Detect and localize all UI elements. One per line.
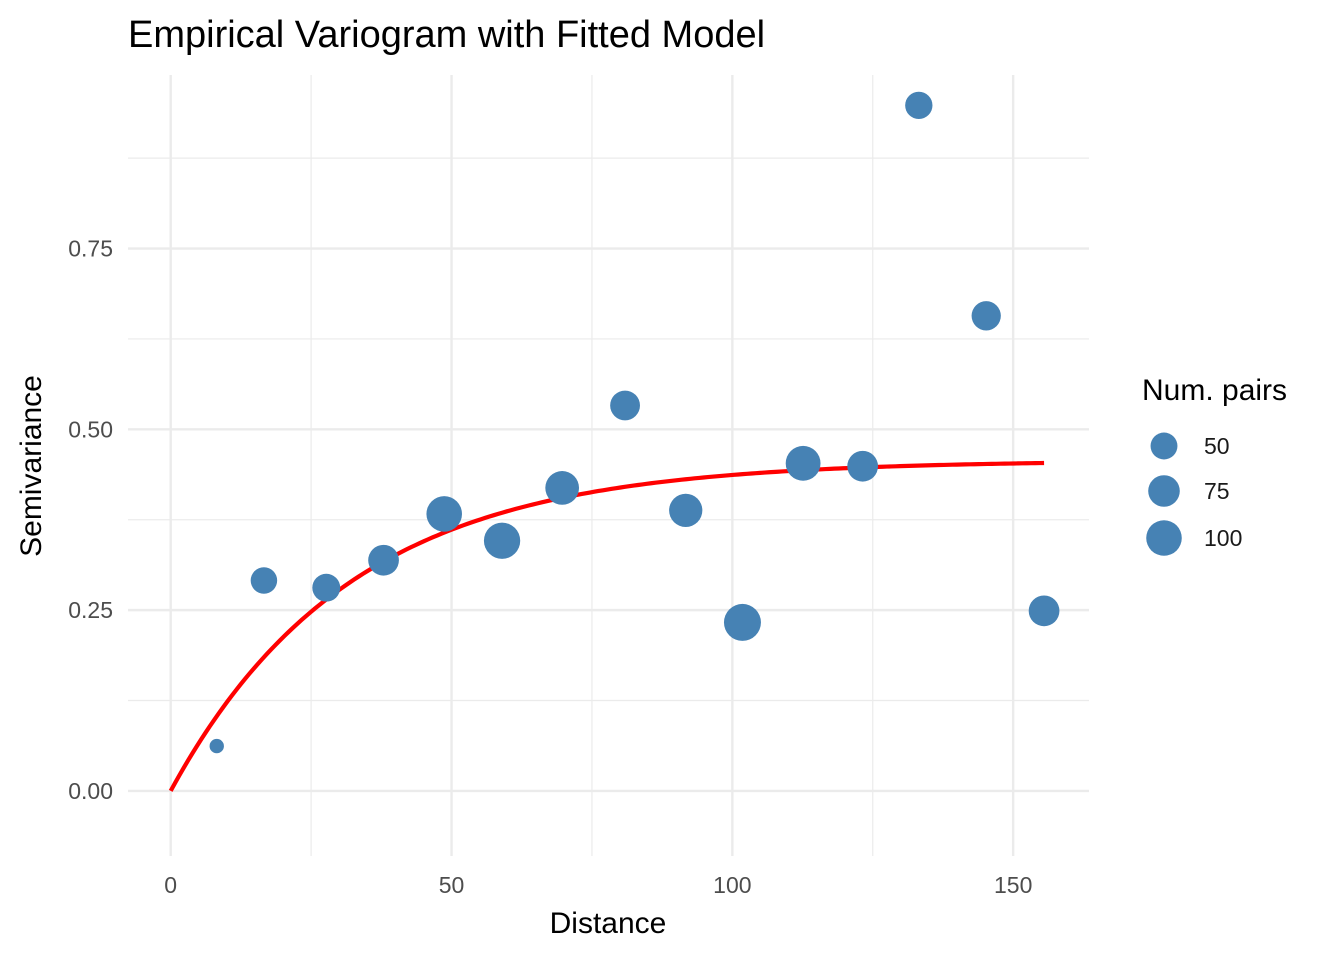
x-axis-title: Distance — [550, 907, 667, 940]
data-point — [610, 390, 640, 421]
data-point — [847, 450, 879, 482]
data-point — [1028, 595, 1060, 627]
legend-key-circle — [1148, 475, 1180, 507]
data-point — [312, 573, 341, 602]
data-points-layer — [209, 91, 1060, 754]
y-tick-label: 0.25 — [68, 597, 113, 623]
data-point — [971, 301, 1001, 331]
data-point — [723, 603, 761, 641]
data-point — [785, 445, 821, 481]
legend-key-circle — [1150, 432, 1178, 460]
y-tick-label: 0.50 — [68, 416, 113, 442]
legend-key-label: 75 — [1204, 478, 1230, 504]
chart-title: Empirical Variogram with Fitted Model — [128, 14, 765, 56]
legend-key-label: 100 — [1204, 525, 1242, 551]
data-point — [669, 493, 703, 527]
data-point — [368, 544, 399, 576]
legend-key-label: 50 — [1204, 433, 1230, 459]
size-legend: Num. pairs 50 75 100 — [1142, 374, 1287, 556]
data-point — [209, 738, 224, 754]
x-axis-tick-labels: 0 50 100 150 — [164, 872, 1032, 898]
y-axis-title: Semivariance — [15, 375, 48, 557]
fitted-curve-layer — [168, 460, 1045, 792]
major-gridlines — [128, 75, 1089, 856]
fitted-model-line — [168, 460, 1045, 792]
y-tick-label: 0.00 — [68, 778, 113, 804]
x-tick-label: 150 — [994, 872, 1032, 898]
x-tick-label: 50 — [439, 872, 465, 898]
minor-gridlines — [128, 75, 1089, 856]
x-tick-label: 100 — [713, 872, 751, 898]
data-point — [426, 496, 462, 532]
data-point — [483, 522, 521, 559]
data-point — [545, 471, 580, 505]
x-tick-label: 0 — [164, 872, 177, 898]
data-point — [250, 567, 278, 594]
legend-title: Num. pairs — [1142, 374, 1287, 407]
legend-key-circle — [1146, 520, 1182, 556]
y-axis-tick-labels: 0.00 0.25 0.50 0.75 — [68, 236, 113, 804]
y-tick-label: 0.75 — [68, 236, 113, 262]
data-point — [905, 91, 933, 120]
